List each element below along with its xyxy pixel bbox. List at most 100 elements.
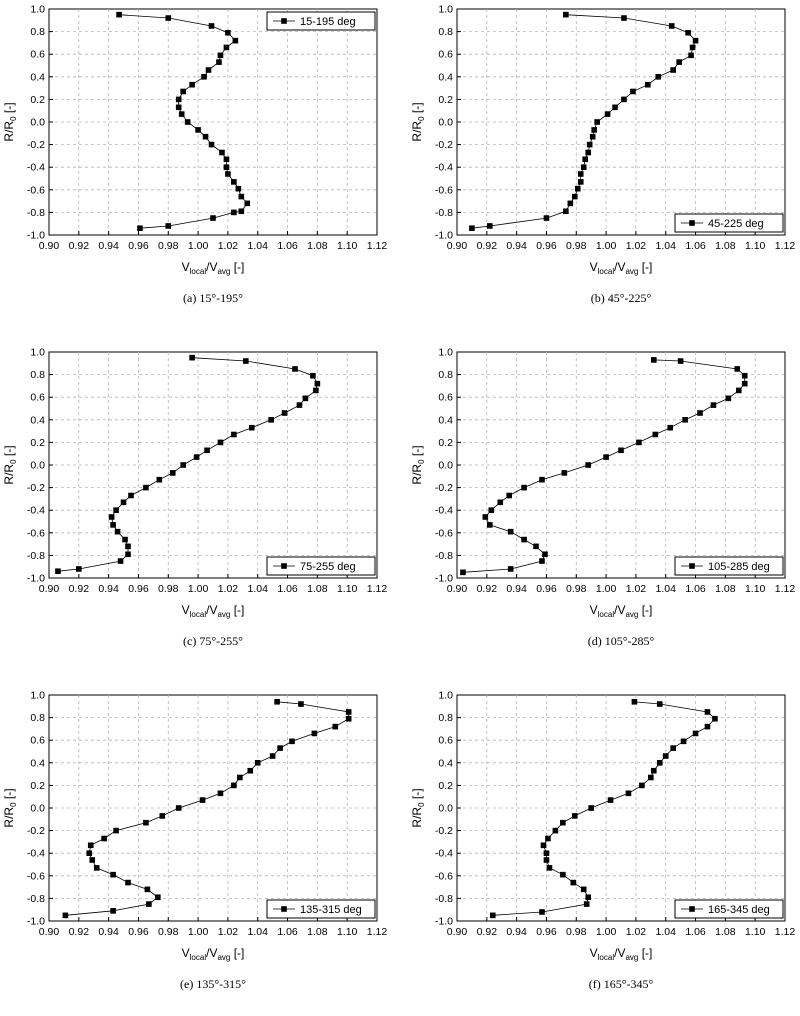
data-point [89,857,96,863]
y-axis-label-main: R/R [2,464,16,485]
y-axis-label: R/R0 [-] [410,102,426,141]
y-axis-label: R/R0 [-] [2,788,18,827]
y-axis-label-main: R/R [2,807,16,828]
x-tick-label: 1.02 [626,926,647,938]
y-axis-label-main: R/R [410,807,424,828]
x-tick-label: 0.90 [39,926,60,938]
y-axis-label-sub: 0 [417,459,426,464]
y-tick-label: -1.0 [27,230,45,242]
data-point [313,387,319,394]
data-point [607,797,614,803]
legend-box [674,899,784,919]
x-tick-label: 1.06 [277,926,298,938]
y-axis-label-sub: 0 [9,459,18,464]
y-tick-label: 0.8 [438,26,453,38]
data-point [310,372,316,379]
data-point [582,156,589,163]
x-axis-label-main: V [590,603,598,617]
data-point [567,200,574,207]
data-point [292,366,298,372]
data-point [223,156,230,163]
data-point [110,908,116,914]
y-axis-label-tail: [-] [2,445,16,459]
x-axis-label-sub: avg [625,953,638,962]
y-tick-label: 0.4 [30,414,45,426]
data-point [577,171,584,177]
y-tick-label: 1.0 [438,4,453,16]
y-tick-label: -0.8 [27,893,45,905]
legend-label: 45-225 deg [708,218,764,230]
data-point [55,568,61,575]
data-point [231,209,237,216]
y-tick-label: 0.6 [438,49,453,61]
x-axis-label: Vlocal/Vavg [-] [182,603,245,619]
data-point [244,200,251,207]
y-tick-label: 0.2 [30,780,45,792]
panel-caption: (c) 75°-255° [183,634,243,648]
data-point [125,543,131,550]
data-point [243,358,249,364]
y-tick-label: 0.6 [30,49,45,61]
data-point [235,185,242,192]
x-tick-label: 1.10 [745,926,766,938]
data-point [180,88,186,95]
legend: 105-285 deg [674,556,784,576]
data-point [682,417,688,423]
x-tick-label: 1.08 [307,240,328,252]
x-axis-label-main: V [590,946,598,960]
x-tick-label: 1.12 [775,240,796,252]
data-point [189,354,195,361]
y-tick-label: -0.2 [27,825,45,837]
x-axis-label-sub: local [598,953,615,962]
x-tick-label: 1.04 [656,240,677,252]
data-point [639,782,645,789]
y-tick-label: 0.0 [30,460,45,472]
y-tick-label: 0.0 [438,460,453,472]
y-tick-label: -0.4 [435,162,453,174]
data-point [645,81,651,88]
data-point [676,59,682,65]
data-point [543,857,550,863]
data-point [580,164,587,170]
data-point [125,551,131,558]
data-point [165,223,172,229]
data-point [113,827,119,834]
x-axis-label-mid: /V [206,603,217,617]
x-tick-label: 0.92 [69,583,90,595]
y-tick-label: 1.0 [30,4,45,16]
x-tick-label: 1.02 [218,926,239,938]
y-axis-label-main: R/R [410,464,424,485]
data-point [175,96,182,103]
x-tick-label: 1.00 [188,583,209,595]
data-point [281,410,288,416]
data-point [232,37,239,44]
data-point [560,819,566,826]
series-line [471,14,696,229]
data-point [667,424,673,431]
y-tick-label: 0.8 [438,369,453,381]
data-point [585,462,591,468]
y-tick-label: -0.8 [27,207,45,219]
data-point [277,745,283,751]
x-tick-label: 1.08 [307,583,328,595]
x-axis-label-sub: avg [217,610,230,619]
y-tick-label: 1.0 [438,347,453,359]
data-point [656,760,663,766]
data-point [110,522,116,528]
x-tick-label: 1.02 [218,583,239,595]
y-tick-label: 0.6 [438,735,453,747]
x-axis-label-tail: [-] [638,946,652,960]
y-tick-label: -0.4 [435,848,453,860]
data-point [583,901,590,907]
data-point [586,141,593,148]
x-axis-label: Vlocal/Vavg [-] [182,260,245,276]
x-axis-label-tail: [-] [638,260,652,274]
legend-label: 15-195 deg [300,16,356,28]
series-line [462,359,746,573]
data-point [156,476,163,483]
x-tick-label: 1.04 [656,926,677,938]
data-point [571,193,578,200]
data-point [268,417,274,423]
data-point [231,179,237,185]
x-tick-label: 0.92 [69,926,90,938]
